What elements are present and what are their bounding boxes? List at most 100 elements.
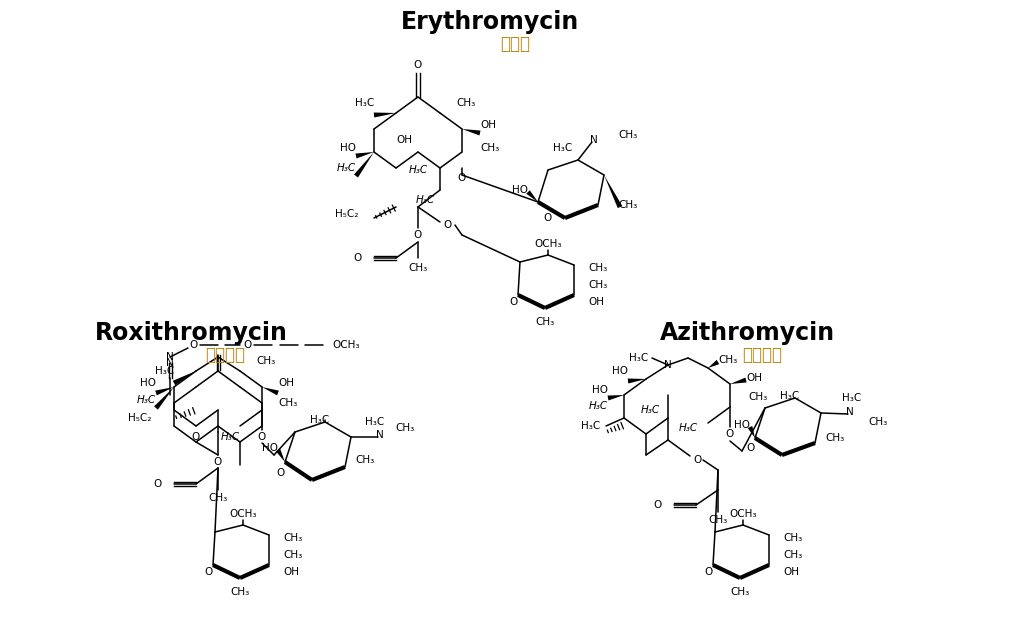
Text: N: N: [166, 358, 173, 368]
Text: H₃C: H₃C: [589, 401, 608, 411]
Text: O: O: [243, 340, 251, 350]
Text: N: N: [590, 135, 598, 145]
Polygon shape: [155, 387, 174, 396]
Text: O: O: [544, 213, 553, 223]
Text: Azithromycin: Azithromycin: [660, 321, 836, 345]
Text: HO: HO: [140, 378, 156, 388]
Text: CH₃: CH₃: [868, 417, 887, 427]
Polygon shape: [276, 449, 285, 462]
Text: H₃C: H₃C: [553, 143, 572, 153]
Text: CH₃: CH₃: [825, 433, 845, 443]
Text: CH₃: CH₃: [588, 263, 607, 273]
Polygon shape: [374, 113, 396, 118]
Text: H₅C₂: H₅C₂: [128, 413, 151, 423]
Text: CH₃: CH₃: [208, 493, 227, 503]
Polygon shape: [172, 371, 196, 385]
Text: OH: OH: [278, 378, 294, 388]
Text: Roxithromycin: Roxithromycin: [95, 321, 288, 345]
Text: H₃C: H₃C: [365, 417, 384, 427]
Text: N: N: [166, 352, 173, 362]
Polygon shape: [607, 395, 624, 401]
Text: H₃C: H₃C: [641, 405, 660, 415]
Text: HO: HO: [734, 420, 750, 430]
Text: OCH₃: OCH₃: [729, 509, 756, 519]
Text: H₃C: H₃C: [842, 393, 861, 403]
Text: O: O: [458, 173, 466, 183]
Text: OCH₃: OCH₃: [534, 239, 562, 249]
Text: O: O: [705, 567, 713, 577]
Polygon shape: [526, 190, 538, 202]
Text: OH: OH: [396, 135, 412, 145]
Text: O: O: [205, 567, 213, 577]
Text: OH: OH: [746, 373, 762, 383]
Text: HO: HO: [592, 385, 608, 395]
Text: CH₃: CH₃: [283, 533, 302, 543]
Text: CH₃: CH₃: [355, 455, 374, 465]
Text: N: N: [846, 407, 854, 417]
Text: CH₃: CH₃: [535, 317, 555, 327]
Text: OCH₃: OCH₃: [229, 509, 257, 519]
Text: OH: OH: [283, 567, 299, 577]
Text: H₃C: H₃C: [310, 415, 330, 425]
Text: O: O: [258, 432, 266, 442]
Text: CH₃: CH₃: [783, 533, 802, 543]
Text: O: O: [726, 429, 734, 439]
Text: O: O: [414, 60, 422, 70]
Text: CH₃: CH₃: [230, 587, 249, 597]
Text: 阿奇霍素: 阿奇霍素: [742, 346, 782, 364]
Text: CH₃: CH₃: [256, 356, 275, 366]
Polygon shape: [747, 426, 755, 438]
Text: O: O: [190, 340, 198, 350]
Text: OH: OH: [588, 297, 604, 307]
Text: Erythromycin: Erythromycin: [401, 10, 579, 34]
Text: H₃C: H₃C: [155, 366, 174, 376]
Text: O: O: [277, 468, 285, 478]
Text: CH₃: CH₃: [748, 392, 768, 402]
Text: CH₃: CH₃: [618, 200, 637, 210]
Text: H₃C: H₃C: [781, 391, 800, 401]
Text: N: N: [664, 360, 672, 370]
Text: O: O: [192, 432, 200, 442]
Text: OH: OH: [480, 120, 496, 130]
Text: H₃C: H₃C: [221, 432, 240, 442]
Text: O: O: [693, 455, 701, 465]
Text: CH₃: CH₃: [480, 143, 499, 153]
Text: 罗红霍素: 罗红霍素: [205, 346, 245, 364]
Text: H₃C: H₃C: [409, 165, 428, 175]
Text: O: O: [214, 457, 222, 467]
Text: CH₃: CH₃: [456, 98, 476, 108]
Text: O: O: [154, 479, 162, 489]
Text: HO: HO: [512, 185, 528, 195]
Text: O: O: [510, 297, 518, 307]
Polygon shape: [604, 175, 623, 208]
Text: CH₃: CH₃: [618, 130, 637, 140]
Text: O: O: [354, 253, 362, 263]
Text: CH₃: CH₃: [409, 263, 428, 273]
Text: HO: HO: [612, 366, 628, 376]
Text: CH₃: CH₃: [783, 550, 802, 560]
Polygon shape: [628, 378, 646, 384]
Polygon shape: [708, 360, 719, 368]
Polygon shape: [354, 152, 374, 177]
Text: H₃C: H₃C: [581, 421, 600, 431]
Text: CH₃: CH₃: [718, 355, 737, 365]
Text: 红霍素: 红霍素: [500, 35, 530, 53]
Text: O: O: [414, 230, 422, 240]
Text: OH: OH: [783, 567, 799, 577]
Text: H₃C: H₃C: [355, 98, 374, 108]
Text: N: N: [376, 430, 384, 440]
Text: H₃C: H₃C: [137, 395, 156, 405]
Text: H₅C₂: H₅C₂: [335, 209, 358, 219]
Text: CH₃: CH₃: [283, 550, 302, 560]
Text: H₃C: H₃C: [629, 353, 648, 363]
Polygon shape: [730, 378, 746, 384]
Text: HO: HO: [340, 143, 356, 153]
Polygon shape: [462, 129, 481, 135]
Text: H₃C: H₃C: [416, 195, 435, 205]
Text: CH₃: CH₃: [730, 587, 749, 597]
Text: OCH₃: OCH₃: [332, 340, 360, 350]
Text: CH₃: CH₃: [709, 515, 728, 525]
Text: H₃C: H₃C: [337, 163, 356, 173]
Text: O: O: [654, 500, 662, 510]
Text: O: O: [444, 220, 452, 230]
